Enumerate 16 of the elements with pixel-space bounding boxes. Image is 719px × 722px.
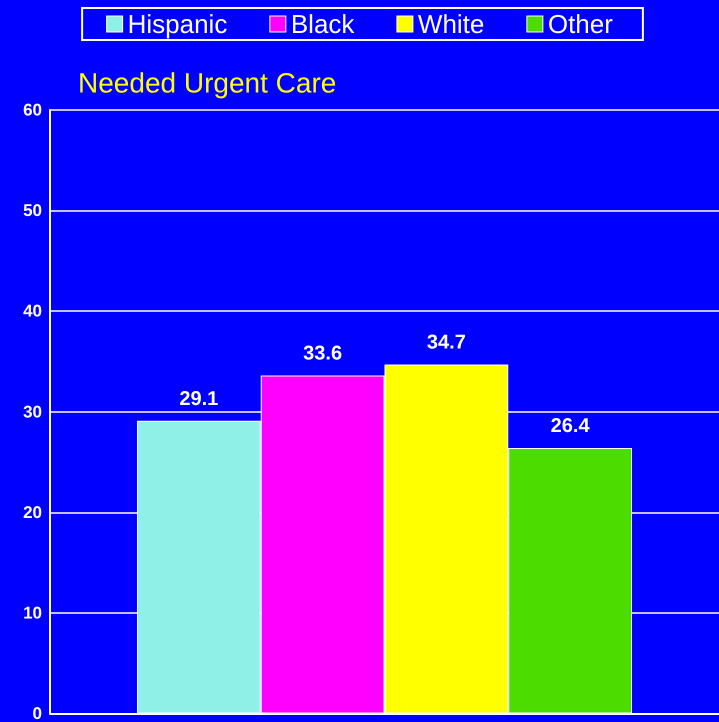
data-label: 26.4: [550, 414, 590, 437]
data-label: 29.1: [179, 388, 218, 410]
legend-label: Other: [548, 9, 614, 39]
chart-title: Needed Urgent Care: [78, 68, 336, 98]
y-tick-label: 20: [23, 502, 42, 522]
y-tick-label: 30: [23, 402, 42, 422]
legend-label: Hispanic: [128, 9, 228, 39]
y-tick-label: 60: [23, 100, 42, 120]
legend-label: Black: [290, 9, 356, 39]
data-label: 34.7: [426, 331, 466, 354]
y-tick-label: 10: [23, 603, 42, 622]
data-label: 33.6: [303, 342, 342, 365]
y-tick-label: 0: [32, 704, 42, 722]
y-tick-label: 40: [23, 302, 42, 321]
legend-label: White: [418, 9, 484, 39]
y-tick-label: 50: [23, 201, 42, 220]
